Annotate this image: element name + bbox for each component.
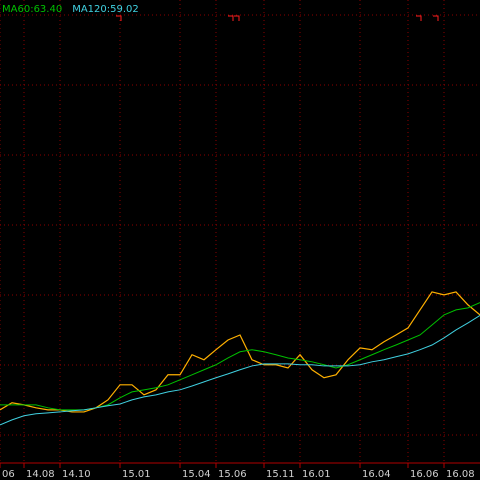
x-tick-label: 06 — [2, 469, 15, 480]
legend-entry: MA60:63.40 — [2, 4, 62, 15]
x-tick-label: 15.04 — [182, 469, 211, 480]
x-tick-label: 16.04 — [362, 469, 391, 480]
x-tick-label: 15.11 — [266, 469, 295, 480]
legend-entry: MA120:59.02 — [72, 4, 139, 15]
series-line — [0, 315, 480, 426]
x-tick-label: 16.01 — [302, 469, 331, 480]
series-line — [0, 291, 480, 413]
x-tick-label: 16.06 — [410, 469, 439, 480]
signal-marker — [116, 15, 439, 21]
x-tick-label: 16.08 — [446, 469, 475, 480]
x-tick-label: 15.06 — [218, 469, 247, 480]
x-tick-label: 14.08 — [26, 469, 55, 480]
x-tick-label: 15.01 — [122, 469, 151, 480]
horizontal-grid — [0, 14, 480, 436]
x-tick-label: 14.10 — [62, 469, 91, 480]
